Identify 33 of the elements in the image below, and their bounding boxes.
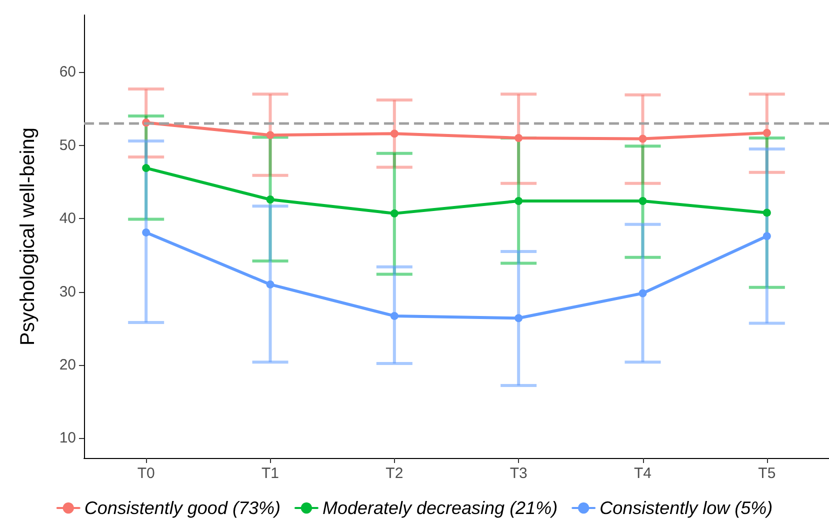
point bbox=[514, 134, 523, 142]
legend-label: Consistently good (73%) bbox=[84, 498, 280, 518]
x-tick-label: T0 bbox=[137, 465, 155, 482]
point bbox=[266, 196, 274, 204]
y-tick-label: 60 bbox=[59, 64, 76, 81]
x-tick-label: T2 bbox=[386, 465, 404, 482]
x-tick-label: T1 bbox=[261, 465, 280, 482]
y-tick-label: 50 bbox=[59, 136, 76, 154]
point bbox=[514, 196, 523, 205]
y-tick-label: 20 bbox=[59, 356, 76, 374]
point bbox=[390, 209, 398, 218]
legend-label: Consistently low (5%) bbox=[600, 498, 773, 518]
y-tick-label: 30 bbox=[59, 283, 76, 300]
y-axis-title: Psychological well-being bbox=[17, 128, 39, 346]
y-tick-label: 10 bbox=[59, 430, 76, 447]
point bbox=[142, 164, 150, 172]
legend-label: Moderately decreasing (21%) bbox=[322, 498, 558, 518]
x-tick-label: T5 bbox=[758, 465, 776, 482]
x-tick-label: T4 bbox=[634, 465, 652, 482]
point bbox=[266, 131, 274, 140]
point bbox=[142, 228, 150, 236]
y-tick-label: 40 bbox=[59, 210, 76, 228]
point bbox=[266, 280, 274, 288]
point bbox=[390, 130, 398, 138]
point bbox=[762, 128, 771, 137]
x-tick-label: T3 bbox=[510, 465, 528, 482]
point bbox=[762, 208, 771, 217]
point bbox=[638, 196, 647, 205]
point bbox=[638, 289, 647, 298]
point bbox=[762, 232, 771, 240]
point bbox=[390, 312, 398, 320]
point bbox=[514, 314, 523, 322]
point bbox=[638, 134, 647, 143]
